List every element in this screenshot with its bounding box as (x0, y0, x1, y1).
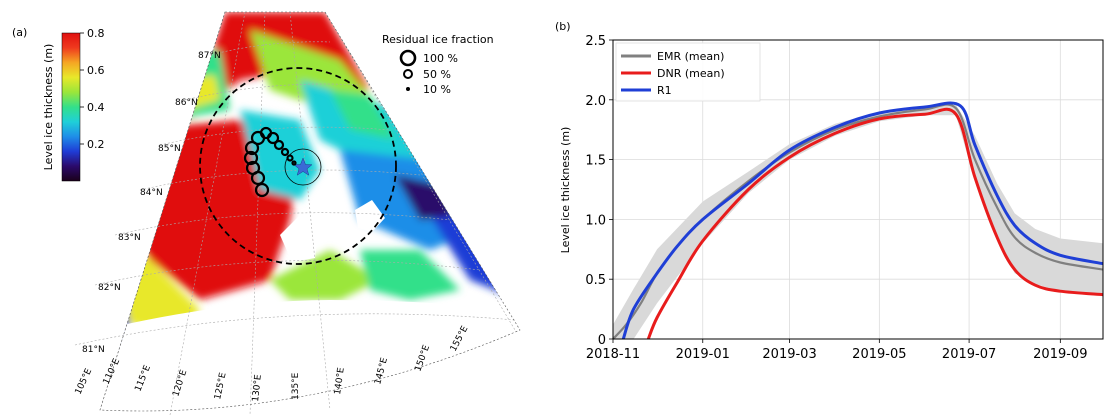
colorbar-ticks: 0.8 0.6 0.4 0.2 (80, 27, 105, 151)
colorbar-tick-label: 0.6 (87, 64, 105, 77)
x-tick-label: 2019-01 (676, 347, 730, 362)
colorbar (61, 32, 81, 182)
residual-ice-ring (244, 140, 260, 156)
map-outline (99, 11, 521, 412)
dashed-search-circle (199, 67, 397, 265)
legend-ring-50 (403, 69, 413, 79)
plot-frame (612, 39, 1104, 340)
residual-ice-ring (266, 131, 280, 145)
lat-label-87: 87°N (198, 51, 221, 61)
residual-ice-ring (254, 182, 270, 198)
dnr-mean-line (646, 107, 1104, 340)
residual-ice-ring (280, 147, 290, 157)
chart-series (612, 101, 1104, 340)
residual-ice-ring (273, 139, 285, 151)
y-axis-label: Level ice thickness (m) (559, 127, 572, 254)
lat-label-81: 81°N (82, 345, 105, 355)
x-tick-label: 2019-07 (942, 347, 996, 362)
residual-ice-ring (243, 150, 259, 166)
panel-b-label: (b) (555, 20, 571, 33)
star-marker (293, 157, 313, 176)
residual-ice-ring (286, 154, 294, 162)
panel-a-label: (a) (12, 26, 27, 39)
lat-label-82: 82°N (98, 283, 121, 293)
legend-label-10: 10 % (423, 83, 451, 96)
chart-envelope (613, 104, 1103, 339)
y-tick-label: 2.5 (585, 34, 606, 49)
lon-label: 135°E (291, 372, 301, 400)
legend-label-dnr: DNR (mean) (657, 67, 725, 80)
legend-label-emr: EMR (mean) (657, 50, 724, 63)
residual-ice-ring (291, 160, 297, 166)
residual-ice-track (243, 126, 297, 198)
x-tick-label: 2019-03 (762, 347, 816, 362)
y-tick-label: 0 (598, 333, 606, 348)
y-tick-label: 2.0 (585, 94, 606, 109)
lat-label-83: 83°N (118, 233, 141, 243)
x-tick-label: 2018-11 (586, 347, 640, 362)
lon-label: 105°E (74, 367, 95, 396)
map-panel: (a) Level ice thickness (m) 0.8 0.6 0.4 0.2 (12, 11, 521, 416)
legend-label-50: 50 % (423, 68, 451, 81)
y-tick-label: 0.5 (585, 273, 606, 288)
legend-label-100: 100 % (423, 52, 458, 65)
lat-label-85: 85°N (158, 144, 181, 154)
residual-legend: Residual ice fraction 100 % 50 % 10 % (382, 33, 494, 96)
colorbar-tick-label: 0.2 (87, 138, 105, 151)
lat-label-84: 84°N (140, 188, 163, 198)
legend-label-r1: R1 (657, 84, 672, 97)
colorbar-label: Level ice thickness (m) (42, 44, 55, 171)
colorbar-tick-label: 0.4 (87, 101, 105, 114)
y-tick-label: 1.5 (585, 154, 606, 169)
line-chart-panel: (b) Level ice thickness (m) 0 0.5 1.0 1.5 2.… (555, 20, 1104, 362)
lon-label: 130°E (251, 374, 264, 403)
residual-ice-ring (245, 160, 261, 176)
legend-title: Residual ice fraction (382, 33, 494, 46)
x-tick-label: 2019-05 (852, 347, 906, 362)
chart-ticks: 0 0.5 1.0 1.5 2.0 2.5 2018-11 2019-01 2019-03 201… (585, 34, 1087, 362)
lat-label-86: 86°N (175, 98, 198, 108)
colorbar-tick-label: 0.8 (87, 27, 105, 40)
legend-ring-100 (399, 49, 417, 67)
y-tick-label: 1.0 (585, 213, 606, 228)
x-tick-label: 2019-09 (1033, 347, 1087, 362)
chart-legend: EMR (mean) DNR (mean) R1 (615, 42, 761, 102)
spread-envelope (613, 104, 1103, 339)
lon-label: 140°E (333, 367, 347, 396)
r1-line (621, 101, 1104, 340)
legend-ring-10 (406, 87, 410, 91)
inner-circle (284, 148, 322, 186)
